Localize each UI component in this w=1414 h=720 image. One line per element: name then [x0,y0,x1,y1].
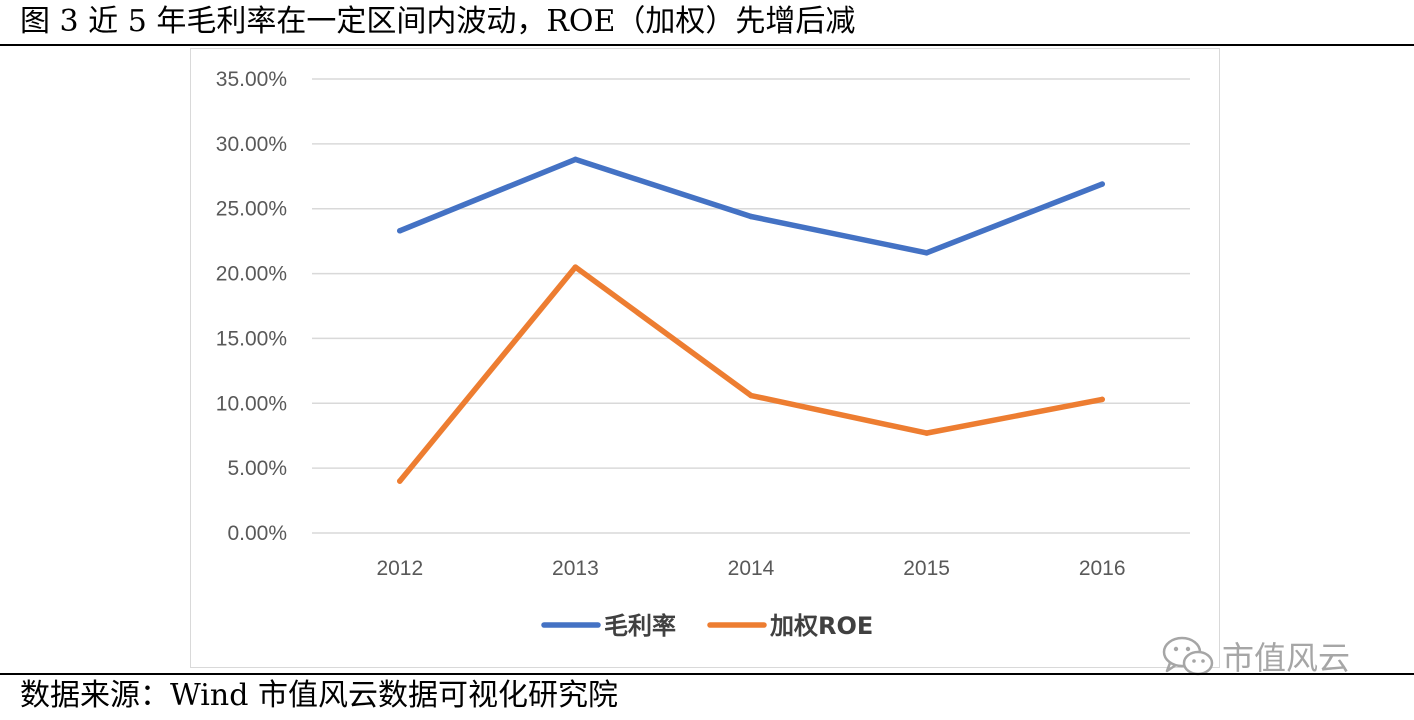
x-tick-label: 2012 [376,557,423,580]
bottom-rule [0,673,1414,675]
series-line-1 [397,264,1105,484]
chart-frame [190,48,1220,668]
top-rule [0,44,1414,46]
data-point [923,250,930,256]
x-tick-label: 2015 [903,557,950,580]
watermark: 市值风云 [1160,632,1350,680]
data-point [1099,181,1105,187]
data-point [748,392,754,399]
data-point [572,264,579,270]
legend-label: 毛利率 [604,612,676,640]
data-point [397,478,403,484]
x-tick-label: 2016 [1079,557,1126,580]
y-tick-label: 0.00% [227,522,287,545]
y-tick-label: 35.00% [216,68,287,91]
data-point [1099,396,1105,403]
x-tick-label: 2013 [552,557,599,580]
figure-title: 图 3 近 5 年毛利率在一定区间内波动，ROE（加权）先增后减 [20,4,856,39]
y-axis-ticks: 0.00% 5.00% 10.00% 15.00% 20.00% 25.00% 30.00%… [216,68,287,545]
series-line-0 [397,156,1105,256]
y-tick-label: 5.00% [227,457,287,480]
data-source: 数据来源：Wind 市值风云数据可视化研究院 [20,678,618,713]
data-point [572,156,579,163]
legend: 毛利率 加权ROE [541,612,873,640]
series-lines [397,156,1105,484]
y-tick-label: 20.00% [216,263,287,286]
data-point [748,213,754,220]
gridlines [312,78,1190,534]
y-tick-label: 15.00% [216,327,287,350]
y-tick-label: 30.00% [216,133,287,156]
x-tick-label: 2014 [728,557,775,580]
watermark-text: 市值风云 [1222,639,1351,677]
y-tick-label: 10.00% [216,392,287,415]
y-tick-label: 25.00% [216,198,287,221]
data-point [923,430,930,436]
x-axis-ticks: 2012 2013 2014 2015 2016 [376,557,1125,580]
data-point [397,228,403,234]
legend-label: 加权ROE [770,612,873,640]
